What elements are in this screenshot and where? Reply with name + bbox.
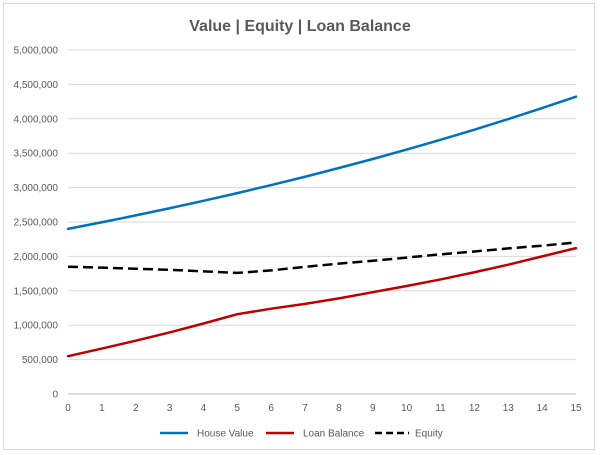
x-tick-label: 5 [235,403,241,414]
y-tick-label: 5,000,000 [14,46,59,57]
y-tick-label: 4,500,000 [14,80,59,91]
x-tick-label: 7 [302,403,308,414]
x-tick-label: 10 [401,403,413,414]
chart-frame [3,3,595,450]
x-tick-label: 13 [503,403,515,414]
y-tick-label: 2,500,000 [14,218,59,229]
y-tick-label: 3,500,000 [14,149,59,160]
y-tick-label: 3,000,000 [14,183,59,194]
y-tick-label: 4,000,000 [14,114,59,125]
x-tick-label: 9 [370,403,376,414]
x-tick-label: 15 [570,403,582,414]
y-tick-label: 500,000 [22,355,59,366]
legend-label: House Value [197,429,254,440]
y-tick-label: 1,000,000 [14,321,59,332]
x-axis-labels: 0 1 2 3 4 5 6 7 8 9 10 11 12 13 14 15 [65,403,582,414]
x-tick-label: 0 [65,403,71,414]
chart-title: Value | Equity | Loan Balance [189,18,411,35]
x-tick-label: 1 [99,403,105,414]
x-tick-label: 4 [201,403,207,414]
legend-item-loan-balance: Loan Balance [266,429,365,440]
x-tick-label: 11 [435,403,446,414]
x-tick-label: 12 [469,403,481,414]
series-line-loan-balance [66,246,578,358]
x-tick-label: 3 [167,403,173,414]
legend: House Value Loan Balance Equity [160,429,443,440]
legend-label: Equity [415,429,443,440]
legend-item-house-value: House Value [160,429,254,440]
legend-item-equity: Equity [375,429,443,440]
x-tick-label: 6 [268,403,274,414]
y-tick-label: 0 [52,390,58,401]
grid-lines [68,49,576,395]
x-tick-label: 8 [336,403,342,414]
series-line-equity [67,241,577,275]
series-line-house-value [66,95,578,231]
y-tick-label: 2,000,000 [14,252,59,263]
y-tick-label: 1,500,000 [14,286,59,297]
y-axis-labels: 0 500,000 1,000,000 1,500,000 2,000,000 2,500… [14,46,59,401]
legend-label: Loan Balance [303,429,365,440]
x-tick-label: 2 [133,403,139,414]
x-tick-label: 14 [537,403,549,414]
series-lines [66,95,578,358]
